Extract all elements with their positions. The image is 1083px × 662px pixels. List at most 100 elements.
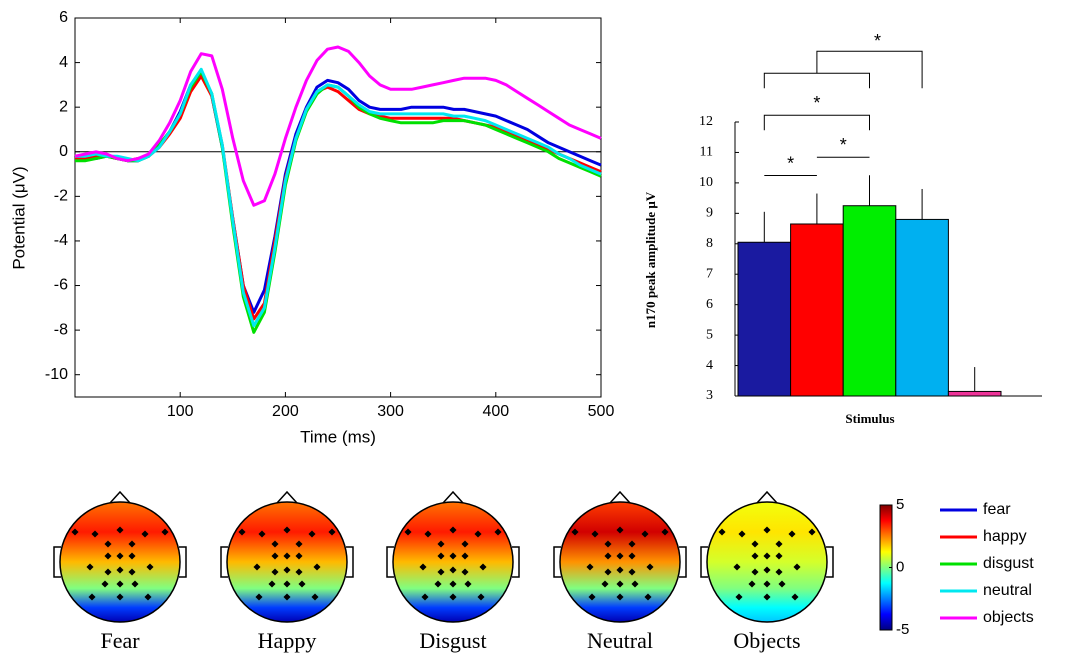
topomap	[707, 502, 827, 622]
electrode	[104, 568, 112, 576]
electrode	[763, 593, 771, 601]
electrode	[116, 593, 124, 601]
map-label: Disgust	[419, 628, 486, 653]
map-label: Fear	[100, 628, 140, 653]
electrode	[778, 580, 786, 588]
electrode	[763, 552, 771, 560]
y-tick-label: 2	[59, 98, 68, 115]
electrode	[474, 530, 482, 538]
significance-bracket	[763, 72, 870, 89]
electrode	[404, 528, 412, 536]
x-tick-label: 400	[482, 403, 509, 420]
electrode	[437, 540, 445, 548]
y-tick-label: 9	[706, 206, 713, 221]
y-tick-label: 6	[59, 9, 68, 26]
y-tick-label: -10	[45, 366, 68, 383]
electrode	[628, 568, 636, 576]
electrode	[616, 580, 624, 588]
map-label: Neutral	[587, 628, 653, 653]
electrode	[141, 530, 149, 538]
electrode	[268, 580, 276, 588]
electrode	[449, 566, 457, 574]
electrode	[421, 593, 429, 601]
colorbar-tick-label: 5	[896, 496, 904, 513]
electrode	[101, 580, 109, 588]
electrode	[283, 552, 291, 560]
y-tick-label: -6	[54, 277, 68, 294]
electrode	[604, 568, 612, 576]
erp-line	[75, 67, 602, 328]
head-ear	[679, 546, 687, 578]
y-tick-label: 4	[706, 358, 713, 373]
electrode	[91, 530, 99, 538]
electrode	[586, 563, 594, 571]
topomap	[393, 502, 513, 622]
head-ear	[700, 546, 708, 578]
electrode	[604, 540, 612, 548]
electrode	[71, 528, 79, 536]
y-tick-label: 7	[706, 266, 713, 281]
electrode	[738, 530, 746, 538]
significance-star: *	[874, 31, 881, 51]
head-ear	[553, 546, 561, 578]
electrode	[449, 552, 457, 560]
electrode	[283, 526, 291, 534]
electrode	[494, 528, 502, 536]
head-ear	[53, 546, 61, 578]
electrode	[104, 540, 112, 548]
electrode	[146, 563, 154, 571]
electrode	[308, 530, 316, 538]
electrode	[116, 566, 124, 574]
electrode	[591, 530, 599, 538]
electrode	[461, 568, 469, 576]
bar	[947, 390, 1002, 397]
x-axis-label: Time (ms)	[300, 427, 376, 446]
legend-label: happy	[983, 528, 1027, 545]
electrode	[479, 563, 487, 571]
head-outline	[706, 501, 828, 623]
electrode	[128, 568, 136, 576]
electrode	[424, 530, 432, 538]
y-tick-label: 8	[706, 236, 713, 251]
y-tick-label: -2	[54, 188, 68, 205]
electrode	[271, 540, 279, 548]
colorbar-tick-label: -5	[896, 621, 909, 638]
head-nose	[442, 490, 464, 504]
plot-frame	[74, 17, 602, 398]
electrode	[238, 528, 246, 536]
electrode	[571, 528, 579, 536]
electrode	[271, 552, 279, 560]
y-tick-label: 12	[699, 114, 713, 129]
electrode	[616, 526, 624, 534]
head-outline	[226, 501, 348, 623]
bar	[737, 241, 792, 397]
electrode	[735, 593, 743, 601]
electrode	[283, 566, 291, 574]
electrode	[271, 568, 279, 576]
electrode	[88, 593, 96, 601]
legend-label: neutral	[983, 582, 1032, 599]
electrode	[646, 563, 654, 571]
electrode	[437, 568, 445, 576]
electrode	[434, 580, 442, 588]
y-tick-label: 3	[706, 388, 713, 403]
electrode	[437, 552, 445, 560]
y-axis-label: Potential (μV)	[9, 166, 28, 269]
y-tick-label: -8	[54, 321, 68, 338]
map-label: Happy	[258, 628, 317, 653]
electrode	[461, 540, 469, 548]
bar	[895, 218, 949, 397]
x-axis-label: Stimulus	[845, 411, 894, 426]
electrode	[461, 552, 469, 560]
electrode	[295, 540, 303, 548]
x-tick-label: 500	[588, 403, 615, 420]
significance-bracket	[763, 114, 870, 131]
y-tick-label: 6	[706, 297, 713, 312]
bar	[790, 223, 844, 397]
electrode	[763, 580, 771, 588]
electrode	[751, 568, 759, 576]
electrode	[131, 580, 139, 588]
electrode	[419, 563, 427, 571]
electrode	[775, 568, 783, 576]
electrode	[718, 528, 726, 536]
